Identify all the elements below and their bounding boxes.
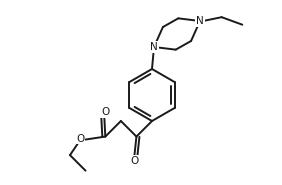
Text: O: O (101, 107, 109, 117)
Text: N: N (150, 42, 158, 52)
Text: O: O (130, 156, 138, 166)
Text: N: N (196, 16, 204, 26)
Text: N: N (150, 42, 158, 52)
Text: O: O (76, 134, 85, 144)
